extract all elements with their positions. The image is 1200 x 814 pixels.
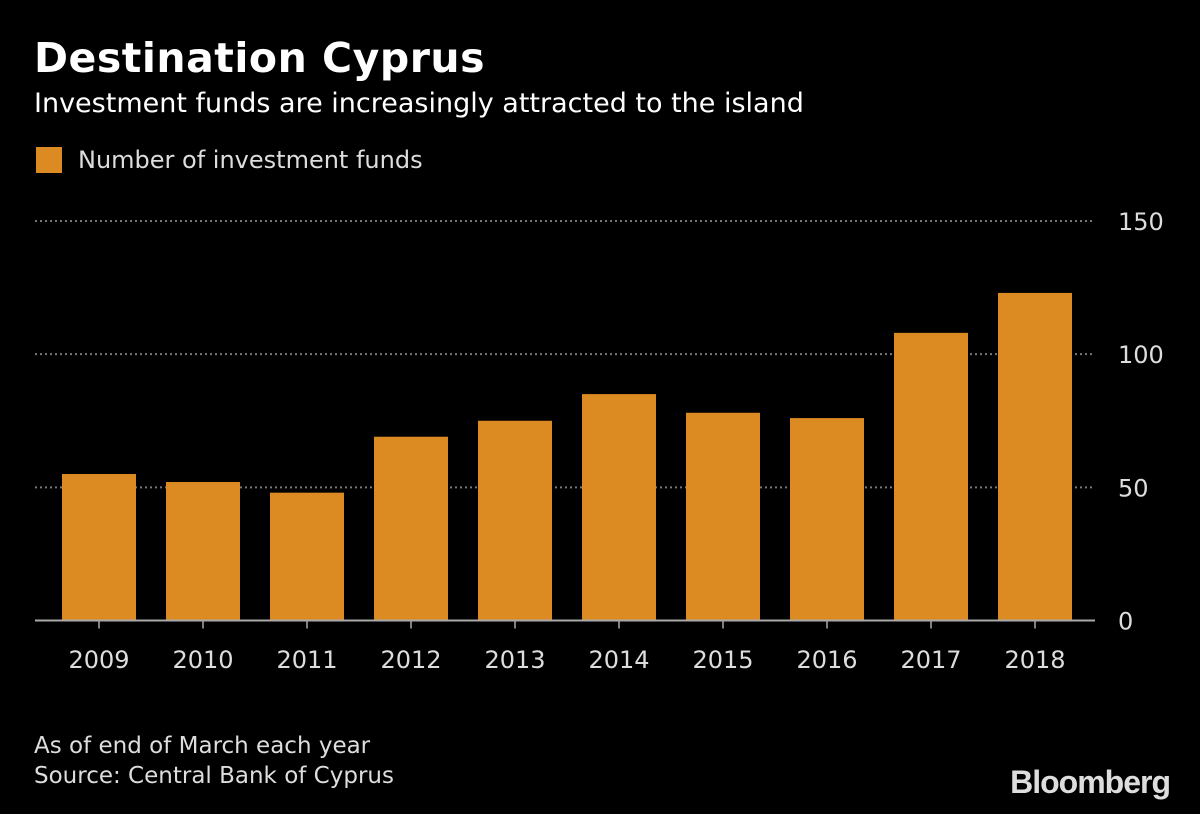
y-tick-label: 0 xyxy=(1118,608,1133,636)
bar xyxy=(582,394,656,621)
chart-subtitle: Investment funds are increasingly attrac… xyxy=(34,88,804,119)
y-tick-label: 100 xyxy=(1118,341,1164,369)
y-tick-label: 50 xyxy=(1118,474,1149,502)
legend: Number of investment funds xyxy=(36,146,423,174)
bar xyxy=(790,418,864,621)
chart-title: Destination Cyprus xyxy=(34,34,486,82)
bar xyxy=(478,420,552,621)
bar xyxy=(686,412,760,621)
footnote: As of end of March each year xyxy=(34,733,371,759)
bar xyxy=(270,492,344,621)
y-tick-label: 150 xyxy=(1118,208,1164,236)
bar xyxy=(894,332,968,621)
x-tick-label: 2015 xyxy=(692,646,753,674)
x-tick-label: 2010 xyxy=(172,646,233,674)
x-tick-label: 2012 xyxy=(380,646,441,674)
x-tick-label: 2017 xyxy=(900,646,961,674)
bloomberg-logo: Bloomberg xyxy=(1010,764,1171,800)
legend-swatch xyxy=(36,147,62,173)
bar xyxy=(166,482,240,621)
bar xyxy=(374,436,448,621)
x-tick-label: 2013 xyxy=(484,646,545,674)
bar xyxy=(998,292,1072,621)
x-tick-label: 2014 xyxy=(588,646,649,674)
x-tick-label: 2018 xyxy=(1004,646,1065,674)
bar xyxy=(62,474,136,621)
legend-label: Number of investment funds xyxy=(78,146,423,174)
x-tick-label: 2011 xyxy=(276,646,337,674)
source-note: Source: Central Bank of Cyprus xyxy=(34,763,394,789)
x-tick-label: 2016 xyxy=(796,646,857,674)
x-tick-label: 2009 xyxy=(68,646,129,674)
